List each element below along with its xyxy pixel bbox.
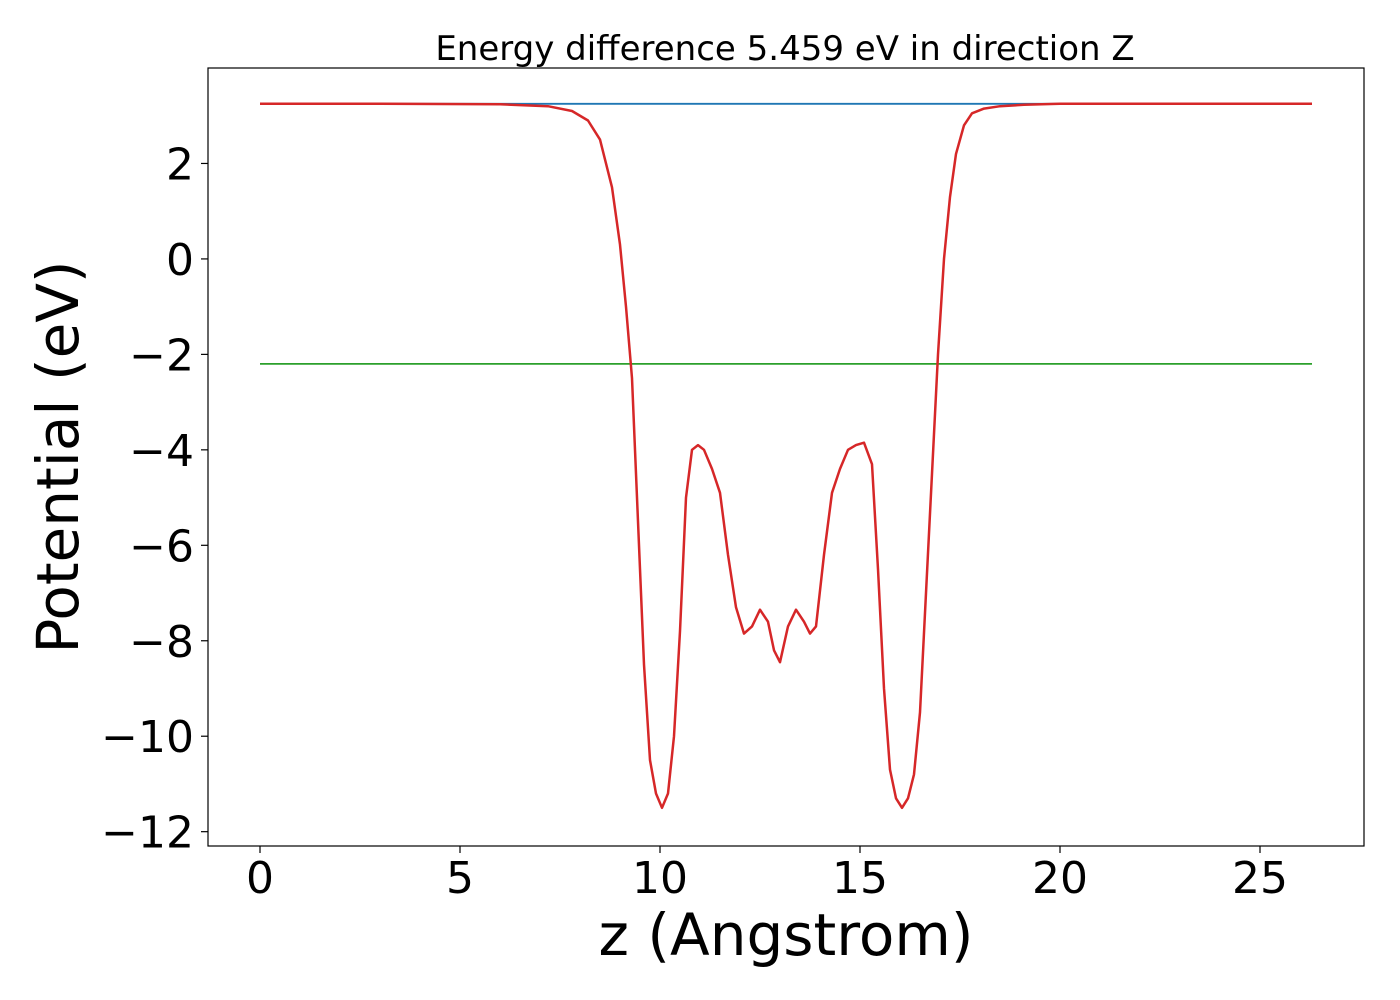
x-tick-label: 25 — [1232, 853, 1288, 904]
y-tick-label: 0 — [166, 235, 194, 286]
x-tick-label: 10 — [632, 853, 688, 904]
y-tick-label: −10 — [101, 712, 194, 763]
y-tick-label: −4 — [129, 426, 194, 477]
x-tick-label: 5 — [446, 853, 474, 904]
plot-frame — [207, 67, 1365, 847]
series-group — [260, 102, 1312, 810]
y-tick-label: −12 — [101, 808, 194, 859]
x-axis: 0 5 10 15 20 25 — [246, 846, 1288, 904]
y-tick-label: −6 — [129, 521, 194, 572]
x-tick-label: 20 — [1032, 853, 1088, 904]
chart-title: Energy difference 5.459 eV in direction … — [435, 29, 1134, 69]
y-tick-label: −2 — [129, 330, 194, 381]
x-axis-label: z (Angstrom) — [599, 901, 974, 969]
y-tick-label: 2 — [166, 139, 194, 190]
series-line-0 — [260, 102, 1312, 810]
x-tick-label: 15 — [832, 853, 888, 904]
y-tick-label: −8 — [129, 617, 194, 668]
x-tick-label: 0 — [246, 853, 274, 904]
y-axis: 2 0 −2 −4 −6 −8 −10 −12 — [101, 139, 208, 859]
y-axis-label: Potential (eV) — [24, 260, 92, 653]
